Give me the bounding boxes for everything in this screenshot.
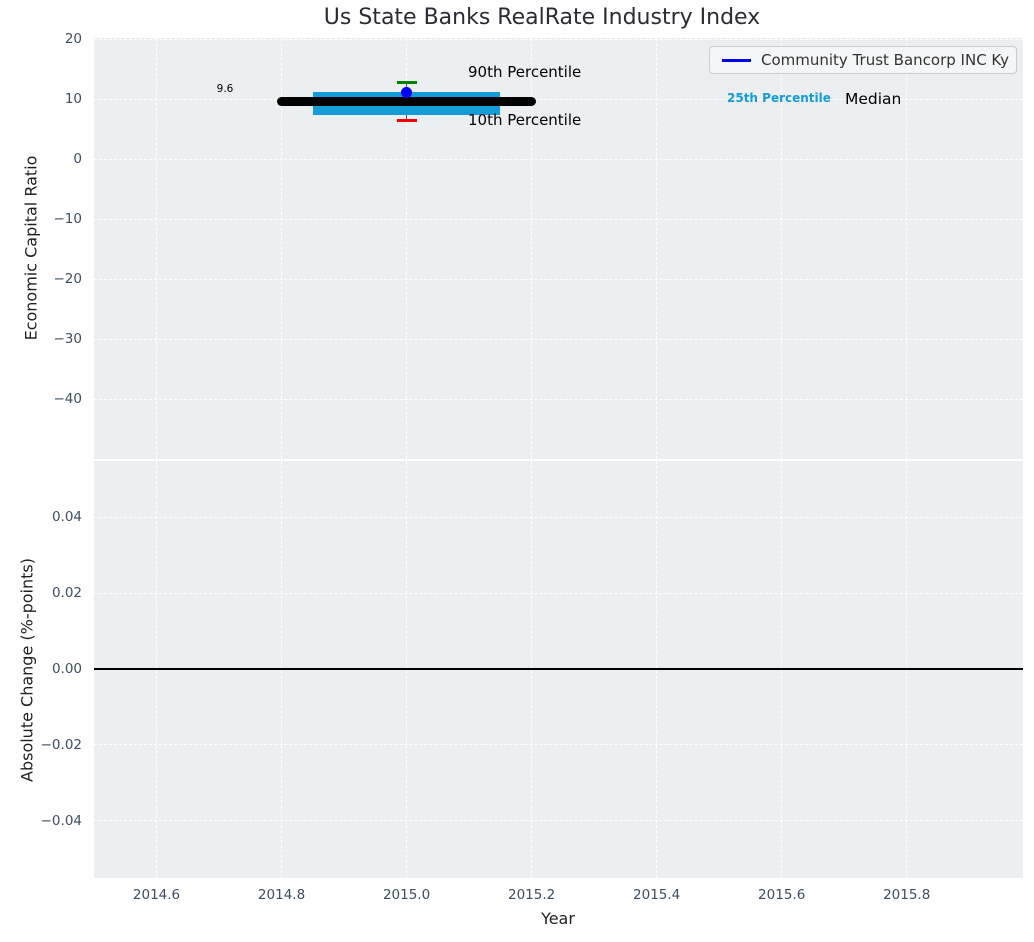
v-gridline [906, 38, 908, 459]
v-gridline [156, 38, 158, 459]
bottom-axes [94, 461, 1023, 878]
zero-line [94, 668, 1023, 671]
xtick-label: 2015.4 [633, 887, 681, 903]
h-gridline [94, 278, 1023, 280]
median-annotation: Median [845, 90, 902, 108]
median-line [277, 97, 537, 107]
x-axis-label: Year [541, 909, 575, 928]
p10-annotation: 10th Percentile [468, 111, 582, 129]
h-gridline [94, 98, 1023, 100]
xtick-label: 2015.8 [883, 887, 931, 903]
h-gridline [94, 398, 1023, 400]
xtick-label: 2015.0 [382, 887, 431, 903]
xtick-label: 2014.6 [132, 887, 181, 903]
v-gridline [406, 38, 408, 459]
ytick-label: −20 [53, 271, 83, 288]
ytick-label: 20 [64, 31, 82, 48]
xtick-label: 2015.6 [758, 887, 806, 903]
ytick-label: −40 [53, 391, 83, 408]
median-value-annotation: 9.6 [216, 83, 234, 95]
ytick-label: −10 [53, 211, 83, 228]
ytick-label: 0.04 [51, 509, 82, 526]
p90-annotation: 90th Percentile [468, 63, 582, 81]
h-gridline [94, 158, 1023, 160]
company-dot [401, 87, 413, 99]
ytick-label: −0.04 [40, 812, 82, 829]
v-gridline [531, 38, 533, 459]
h-gridline [94, 338, 1023, 340]
top-axes: Community Trust Bancorp INC Ky 9.6 90th … [94, 38, 1023, 459]
h-gridline [94, 744, 1023, 746]
legend-line-swatch [722, 58, 751, 62]
legend-label: Community Trust Bancorp INC Ky [761, 51, 1010, 69]
ytick-label: −0.02 [40, 736, 82, 753]
p25-annotation: 25th Percentile [727, 91, 831, 105]
chart-title: Us State Banks RealRate Industry Index [323, 5, 761, 30]
ytick-label: 10 [64, 91, 82, 108]
xtick-label: 2015.2 [507, 887, 556, 903]
top-y-axis-label: Economic Capital Ratio [21, 155, 41, 341]
h-gridline [94, 592, 1023, 594]
legend: Community Trust Bancorp INC Ky [709, 46, 1017, 74]
h-gridline [94, 38, 1023, 40]
v-gridline [781, 38, 783, 459]
ytick-label: −30 [53, 331, 83, 348]
p10-tick [396, 119, 417, 123]
ytick-label: 0.00 [51, 661, 82, 678]
h-gridline [94, 218, 1023, 220]
h-gridline [94, 820, 1023, 822]
ytick-label: 0 [73, 151, 82, 168]
p90-tick [396, 81, 417, 85]
h-gridline [94, 516, 1023, 518]
xtick-label: 2014.8 [257, 887, 306, 903]
v-gridline [281, 38, 283, 459]
ytick-label: 0.02 [51, 585, 82, 602]
v-gridline [656, 38, 658, 459]
